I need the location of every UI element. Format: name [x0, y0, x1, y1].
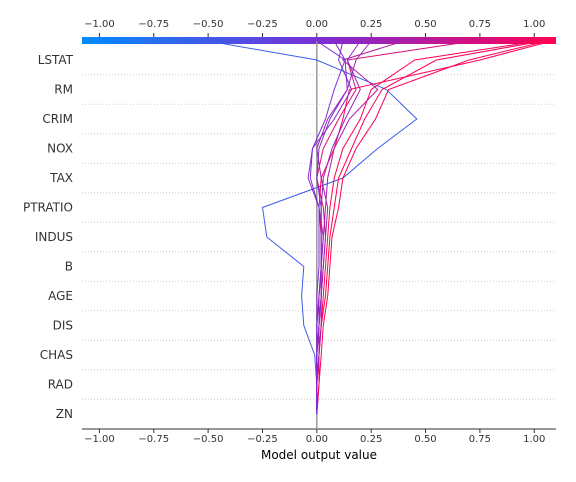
- feature-label-chas: CHAS: [40, 348, 73, 362]
- series-line-4: [316, 40, 544, 415]
- x-axis-title: Model output value: [261, 448, 377, 462]
- x-tick-label-top: 0.75: [469, 19, 491, 30]
- series-line-3: [316, 40, 548, 415]
- x-tick-label-top: 1.00: [523, 19, 545, 30]
- x-tick-label-top: −0.75: [138, 19, 169, 30]
- x-tick-label-bottom: 1.00: [523, 434, 545, 445]
- feature-label-crim: CRIM: [42, 112, 73, 126]
- colorbar: [82, 37, 556, 44]
- series-line-12: [309, 40, 346, 414]
- x-tick-label-bottom: −0.50: [193, 434, 224, 445]
- feature-label-age: AGE: [48, 289, 73, 303]
- feature-label-zn: ZN: [56, 407, 73, 421]
- series-line-7: [316, 40, 404, 414]
- x-tick-label-bottom: 0.25: [360, 434, 382, 445]
- series-line-1: [208, 40, 418, 414]
- feature-label-rad: RAD: [48, 378, 73, 392]
- tick-labels: −1.00 −1.00 −0.75 −0.75 −0.50 −0.50 −0.25 −0.25…: [84, 19, 545, 445]
- x-tick-label-top: 0.50: [414, 19, 436, 30]
- feature-label-b: B: [65, 260, 73, 274]
- feature-label-dis: DIS: [53, 319, 73, 333]
- feature-label-indus: INDUS: [35, 230, 73, 244]
- series-line-9: [316, 40, 361, 414]
- feature-labels: LSTAT RM CRIM NOX TAX PTRATIO INDUS B AGE DIS CHAS…: [23, 53, 74, 421]
- x-tick-label-bottom: −0.25: [247, 434, 278, 445]
- feature-label-lstat: LSTAT: [38, 53, 74, 67]
- axes: [82, 33, 556, 433]
- feature-label-tax: TAX: [49, 171, 73, 185]
- x-tick-label-bottom: −1.00: [84, 434, 115, 445]
- x-tick-label-bottom: 0.50: [414, 434, 436, 445]
- feature-label-nox: NOX: [47, 142, 73, 156]
- x-tick-label-top: 0.00: [306, 19, 328, 30]
- feature-label-ptratio: PTRATIO: [23, 201, 73, 215]
- feature-label-rm: RM: [54, 83, 73, 97]
- x-tick-label-top: −0.50: [193, 19, 224, 30]
- series-line-6: [316, 40, 474, 414]
- x-tick-label-bottom: 0.00: [306, 434, 328, 445]
- x-tick-label-top: −0.25: [247, 19, 278, 30]
- x-tick-label-bottom: −0.75: [138, 434, 169, 445]
- series-lines: [208, 40, 552, 415]
- x-tick-label-top: 0.25: [360, 19, 382, 30]
- x-tick-label-bottom: 0.75: [469, 434, 491, 445]
- series-line-5: [316, 40, 539, 414]
- x-tick-label-top: −1.00: [84, 19, 115, 30]
